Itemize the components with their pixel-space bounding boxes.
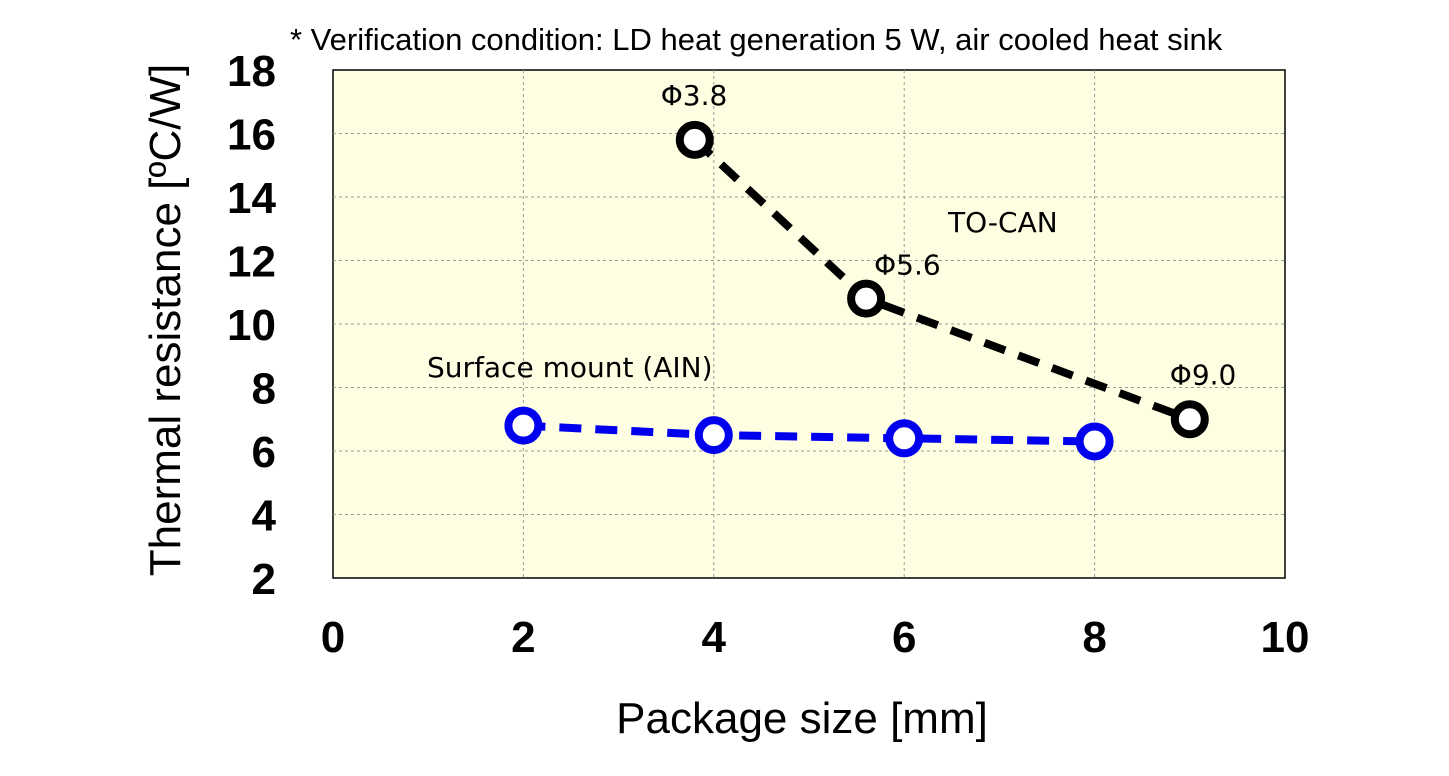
y-tick-label: 8 [252,365,276,414]
y-tick-label: 2 [252,555,276,604]
data-point [1170,400,1209,439]
data-point [847,279,886,318]
data-point [675,120,714,159]
x-tick-label: 2 [511,613,535,662]
x-axis-title: Package size [mm] [616,694,988,743]
x-tick-label: 0 [321,613,345,662]
series-1 [504,406,1114,461]
data-point [504,406,543,445]
y-axis-title: Thermal resistance [ºC/W] [141,64,190,576]
series-label-to-can: TO-CAN [947,206,1058,239]
y-tick-label: 14 [227,174,276,223]
x-tick-label: 8 [1082,613,1106,662]
y-tick-label: 10 [227,301,276,350]
series-label-surface-mount: Surface mount (AIN) [427,351,713,384]
series-line [523,421,1095,446]
series-annotations: Φ3.8 Φ5.6 Φ9.0 TO-CAN Surface mount (AIN) [427,79,1236,391]
point-label: Φ9.0 [1170,358,1237,391]
chart-note: * Verification condition: LD heat genera… [290,22,1223,57]
y-tick-labels: 2 4 6 8 10 12 14 16 18 [227,47,276,604]
y-tick-label: 6 [252,428,276,477]
data-point [694,416,733,455]
y-tick-label: 4 [252,492,277,541]
y-tick-label: 18 [227,47,276,96]
series-group [504,120,1209,461]
series-0 [675,120,1209,439]
data-point [885,419,924,458]
x-tick-label: 6 [892,613,916,662]
x-tick-labels: 0 2 4 6 8 10 [321,613,1310,662]
y-tick-label: 12 [227,238,276,287]
data-point [1075,422,1114,461]
x-tick-label: 4 [702,613,727,662]
y-tick-label: 16 [227,111,276,160]
point-label: Φ5.6 [874,249,941,282]
grid [333,70,1285,578]
x-tick-label: 10 [1261,613,1310,662]
point-label: Φ3.8 [661,79,728,112]
